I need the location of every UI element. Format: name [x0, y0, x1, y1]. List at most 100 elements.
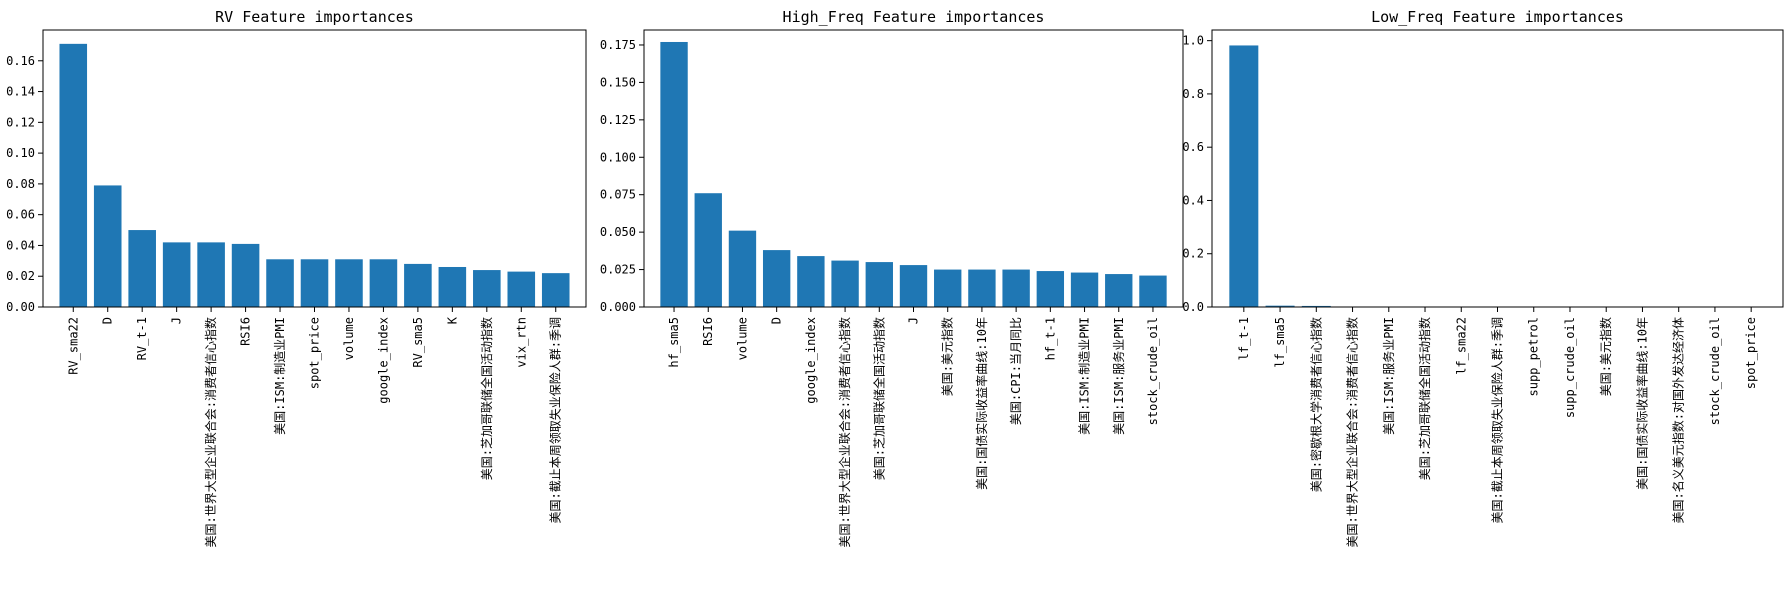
x-tick-label: spot_price: [308, 317, 322, 389]
y-tick-label: 0.14: [6, 85, 35, 99]
bar: [266, 259, 294, 307]
chart-title: Low_Freq Feature importances: [1371, 8, 1624, 26]
bar: [541, 273, 570, 307]
axes-frame: [1211, 29, 1784, 308]
x-tick-label: 美国:ISM:制造业PMI: [1078, 317, 1092, 435]
bar: [162, 242, 191, 307]
y-tick-label: 0.00: [6, 300, 35, 314]
x-tick-label: 美国:CPI:当月同比: [1009, 317, 1023, 425]
x-tick-label: 美国:芝加哥联储全国活动指数: [479, 317, 494, 480]
bar: [93, 185, 122, 307]
x-tick-label: 美国:芝加哥联储全国活动指数: [871, 317, 886, 480]
x-tick-label: supp_petrol: [1527, 317, 1541, 396]
x-tick-label: 美国:美元指数: [940, 317, 955, 396]
bar: [1036, 271, 1065, 307]
x-tick-label: 美国:国债实际收益率曲线:10年: [1634, 317, 1649, 490]
y-tick-label: 0.6: [1182, 140, 1204, 154]
x-tick-label: volume: [735, 317, 749, 360]
x-tick-label: hf_sma5: [667, 317, 681, 368]
y-tick-label: 0.10: [6, 146, 35, 160]
x-tick-label: RV_sma22: [66, 317, 80, 375]
chart-title: High_Freq Feature importances: [783, 8, 1045, 26]
bar: [507, 271, 536, 307]
x-tick-label: 美国:美元指数: [1598, 317, 1613, 396]
x-tick-label: K: [445, 316, 459, 324]
axes-frame: [42, 29, 587, 308]
y-tick-label: 0.050: [600, 225, 636, 239]
x-tick-label: volume: [342, 317, 356, 360]
y-tick-label: 0.8: [1182, 87, 1204, 101]
bar: [968, 269, 996, 307]
y-tick-label: 0.4: [1182, 193, 1204, 207]
y-tick-label: 0.08: [6, 177, 35, 191]
bar: [831, 260, 859, 307]
bar: [1265, 305, 1295, 307]
bar: [438, 266, 467, 307]
bar: [1229, 45, 1259, 307]
y-tick-label: 0.100: [600, 150, 636, 164]
bar: [59, 43, 88, 307]
y-tick-label: 0.04: [6, 238, 35, 252]
x-tick-label: stock_crude_oil: [1146, 317, 1160, 425]
x-tick-label: vix_rtn: [514, 317, 528, 368]
x-tick-label: lf_t-1: [1237, 317, 1251, 360]
x-tick-label: 美国:芝加哥联储全国活动指数: [1417, 317, 1432, 480]
bar: [728, 230, 757, 307]
x-tick-label: 美国:世界大型企业联合会:消费者信心指数: [837, 317, 852, 547]
y-tick-label: 0.150: [600, 75, 636, 89]
x-tick-label: J: [170, 317, 184, 324]
y-tick-label: 0.025: [600, 263, 636, 277]
x-tick-label: 美国:密歇根大学消费者信心指数: [1308, 317, 1323, 492]
x-tick-label: RV_t-1: [135, 317, 149, 360]
bar: [899, 265, 928, 307]
bar: [404, 263, 432, 307]
x-tick-label: lf_sma5: [1273, 317, 1287, 368]
bar: [197, 242, 225, 307]
x-tick-label: 美国:截止本周领取失业保险人群:季调: [548, 317, 563, 523]
chart-panel-3: Low_Freq Feature importances 0.0 0.2 0.4 0.6…: [1182, 8, 1784, 547]
y-tick-label: 0.2: [1182, 247, 1204, 261]
x-tick-label: 美国:ISM:服务业PMI: [1381, 317, 1396, 435]
bar: [473, 270, 501, 307]
chart-title: RV Feature importances: [215, 8, 414, 26]
x-tick-label: stock_crude_oil: [1708, 317, 1722, 425]
y-tick-label: 0.12: [6, 115, 35, 129]
x-tick-label: 美国:名义美元指数:对国外发达经济体: [1671, 317, 1686, 523]
y-tick-label: 0.075: [600, 188, 636, 202]
bar: [762, 250, 791, 307]
y-tick-label: 0.000: [600, 300, 636, 314]
bar: [1105, 274, 1133, 307]
bar: [335, 259, 363, 307]
x-tick-label: supp_crude_oil: [1563, 317, 1577, 418]
x-tick-label: 美国:截止本周领取失业保险人群:季调: [1490, 317, 1505, 523]
bar: [797, 256, 825, 307]
x-tick-label: google_index: [376, 317, 390, 404]
x-tick-label: J: [907, 317, 921, 324]
x-tick-label: D: [101, 317, 115, 324]
axes-frame: [643, 29, 1184, 308]
y-tick-label: 0.0: [1182, 300, 1204, 314]
chart-panel-1: RV Feature importances 0.00 0.02 0.04 0.06 0.…: [6, 8, 587, 547]
x-tick-label: 美国:世界大型企业联合会:消费者信心指数: [1345, 317, 1360, 547]
x-tick-label: 美国:ISM:制造业PMI: [273, 317, 287, 435]
y-tick-label: 0.06: [6, 208, 35, 222]
x-tick-label: RSI6: [239, 317, 253, 346]
x-tick-label: spot_price: [1744, 317, 1758, 389]
y-tick-label: 0.125: [600, 113, 636, 127]
x-tick-label: hf_t-1: [1043, 317, 1057, 360]
x-tick-label: google_index: [804, 317, 818, 404]
bar: [1301, 305, 1331, 307]
x-tick-label: D: [770, 317, 784, 324]
bar: [694, 193, 722, 307]
bar: [369, 259, 398, 307]
bar: [1139, 275, 1167, 307]
x-tick-label: lf_sma22: [1454, 317, 1468, 375]
bar: [865, 262, 893, 307]
bar: [128, 230, 156, 307]
bar: [934, 269, 962, 307]
bar: [1070, 272, 1099, 307]
bar: [1002, 269, 1030, 307]
bar: [231, 243, 260, 307]
bar: [660, 41, 688, 307]
